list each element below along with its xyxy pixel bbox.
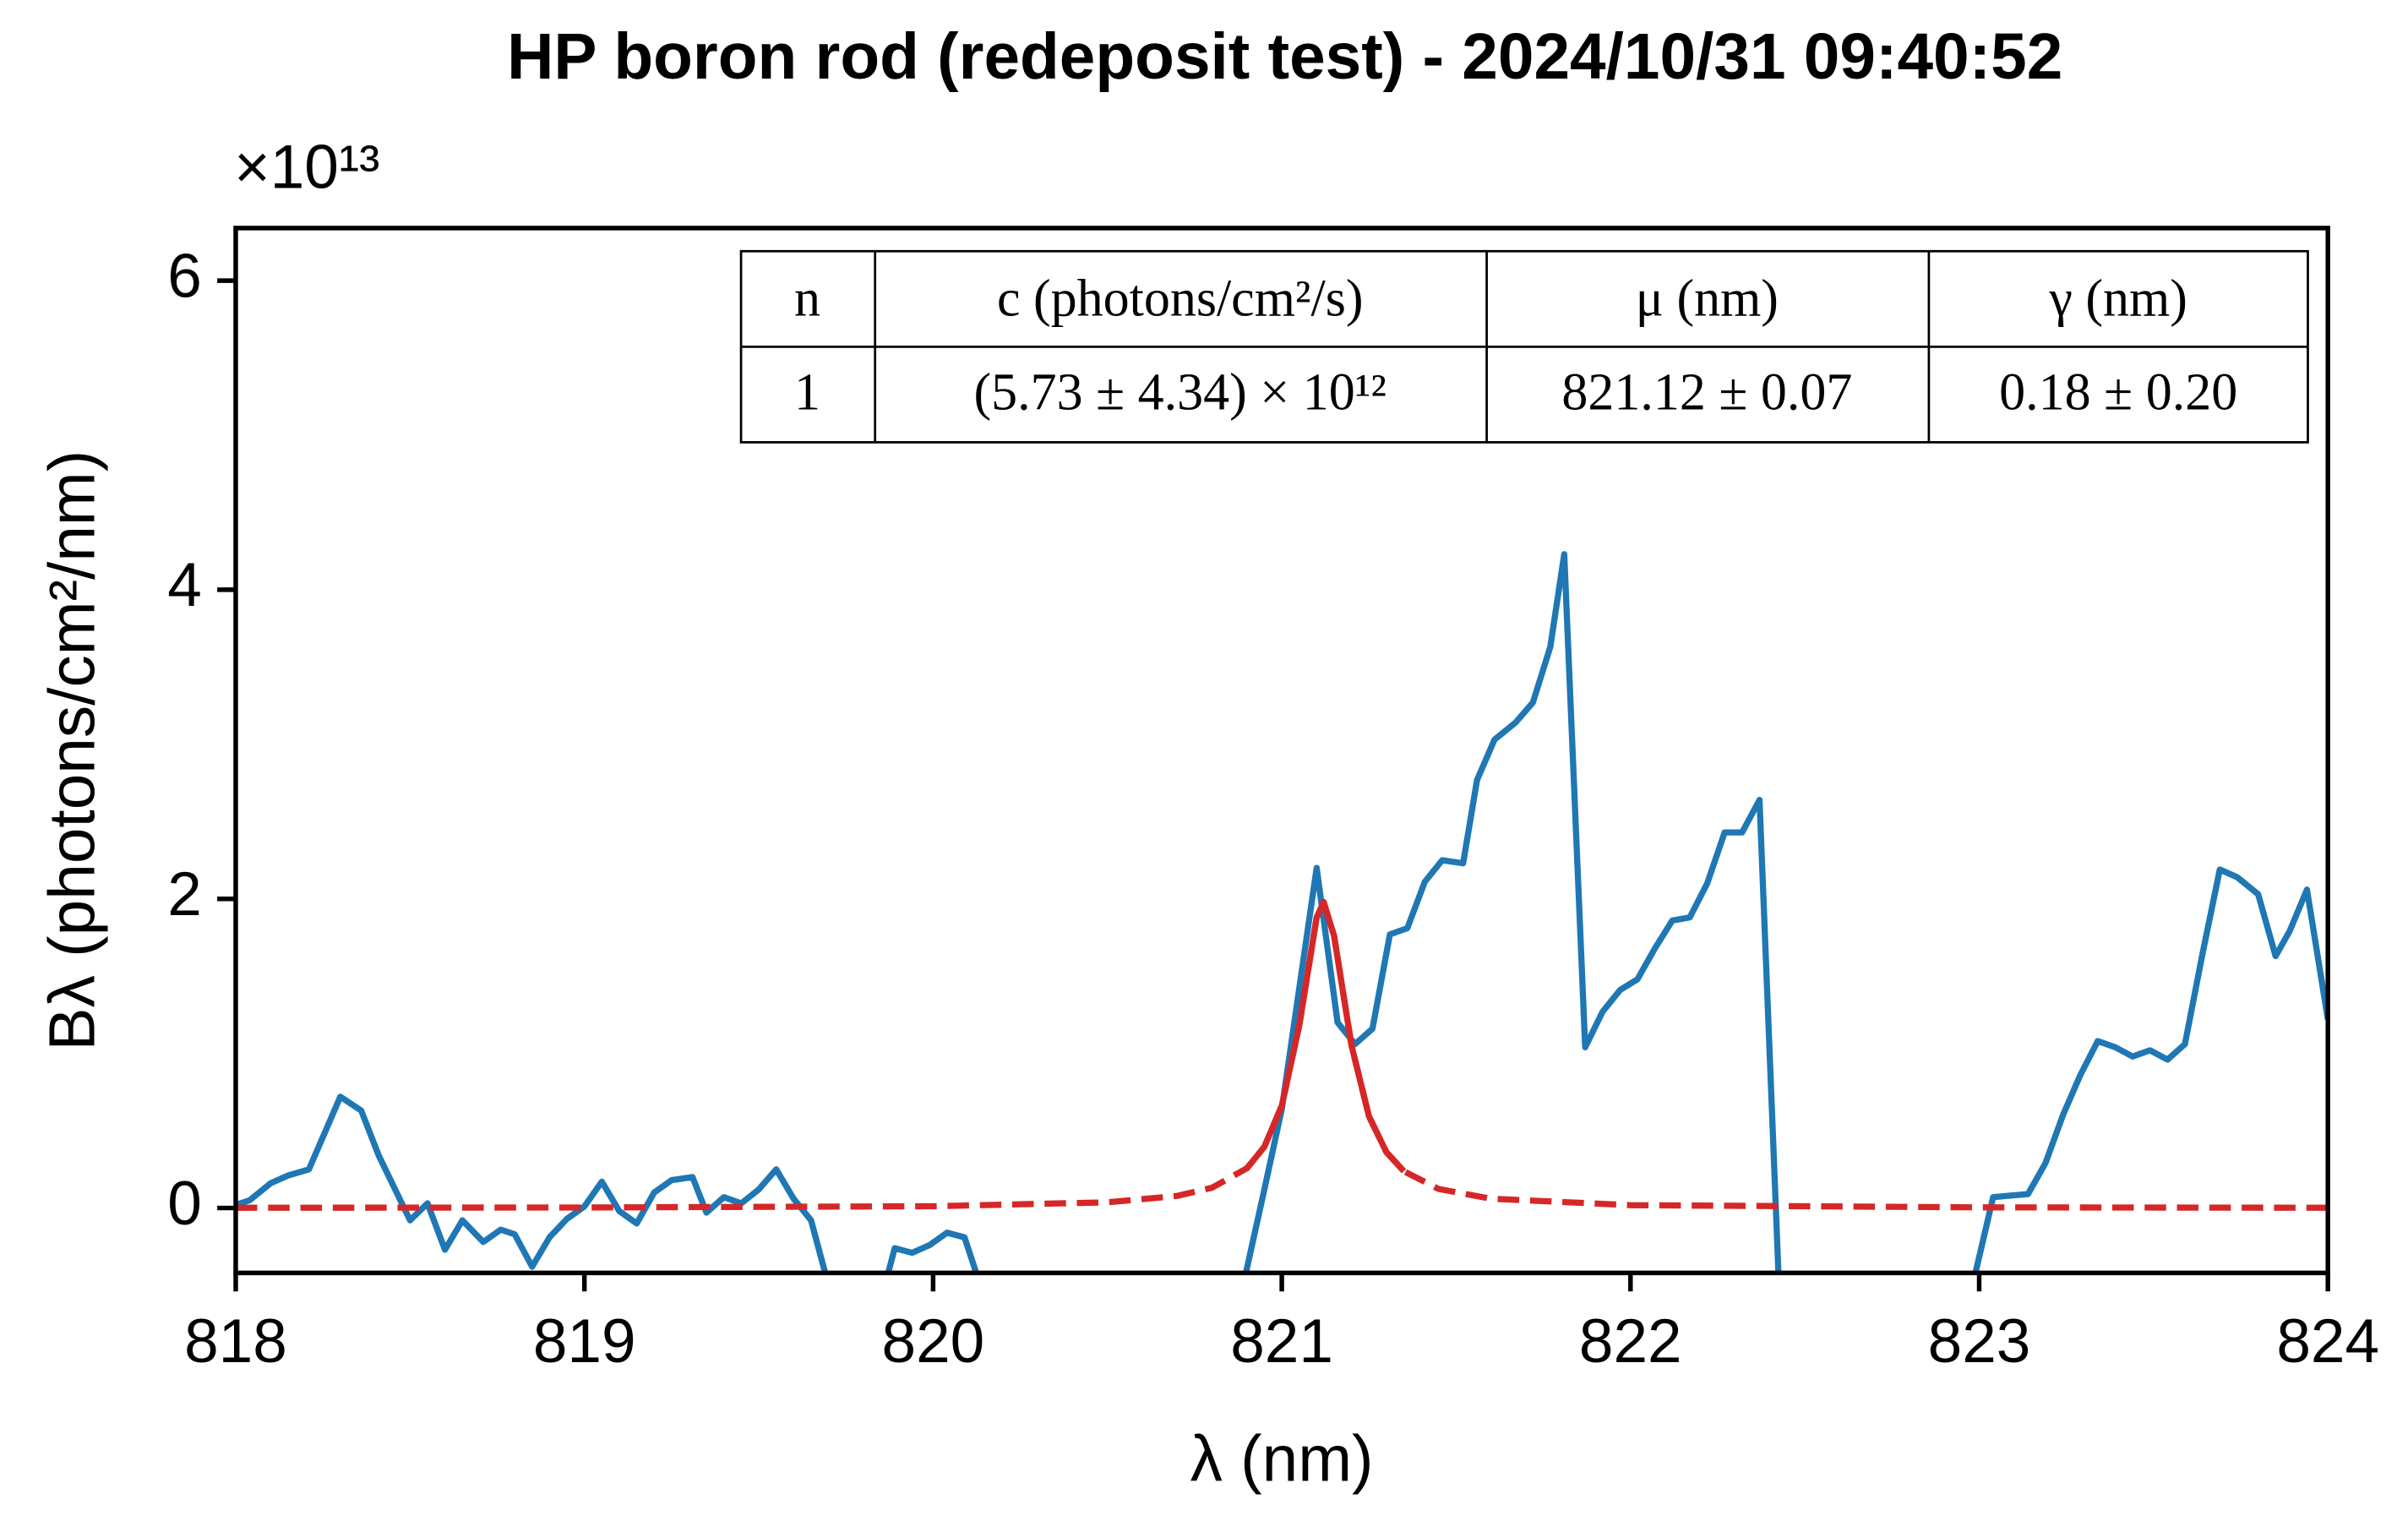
table-header: n	[794, 270, 820, 328]
y-axis-label: Bλ (photons/cm²/nm)	[36, 450, 108, 1051]
series-line	[235, 898, 2329, 1211]
series-line	[1244, 898, 1407, 1174]
y-offset-label: ×10¹³	[234, 133, 379, 201]
table-cell: 821.12 ± 0.07	[1561, 364, 1852, 422]
y-tick-label: 6	[167, 242, 202, 310]
fit-table: n c (photons/cm²/s) μ (nm) γ (nm) 1 (5.7…	[739, 249, 2309, 444]
y-tick-label: 0	[167, 1169, 202, 1238]
x-tick-label: 823	[1928, 1307, 2031, 1376]
x-tick-label: 824	[2276, 1307, 2379, 1376]
x-tick-label: 822	[1579, 1307, 1682, 1376]
series-line	[235, 551, 2329, 1273]
y-tick-label: 2	[167, 860, 202, 929]
table-cell: 1	[794, 364, 820, 422]
plot-area	[235, 551, 2329, 1273]
y-tick-label: 4	[167, 551, 202, 619]
x-tick-label: 820	[882, 1307, 985, 1376]
x-tick-label: 819	[533, 1307, 636, 1376]
table-cell: 0.18 ± 0.20	[1999, 364, 2237, 422]
table-header: c (photons/cm²/s)	[997, 270, 1364, 328]
x-axis-label: λ (nm)	[1190, 1424, 1374, 1496]
table-cell: (5.73 ± 4.34) × 10¹²	[974, 364, 1387, 422]
chart-title: HP boron rod (redeposit test) - 2024/10/…	[507, 21, 2062, 93]
x-tick-label: 821	[1230, 1307, 1333, 1376]
x-tick-label: 818	[184, 1307, 287, 1376]
table-header: μ (nm)	[1636, 270, 1779, 328]
table-header: γ (nm)	[2048, 270, 2187, 328]
